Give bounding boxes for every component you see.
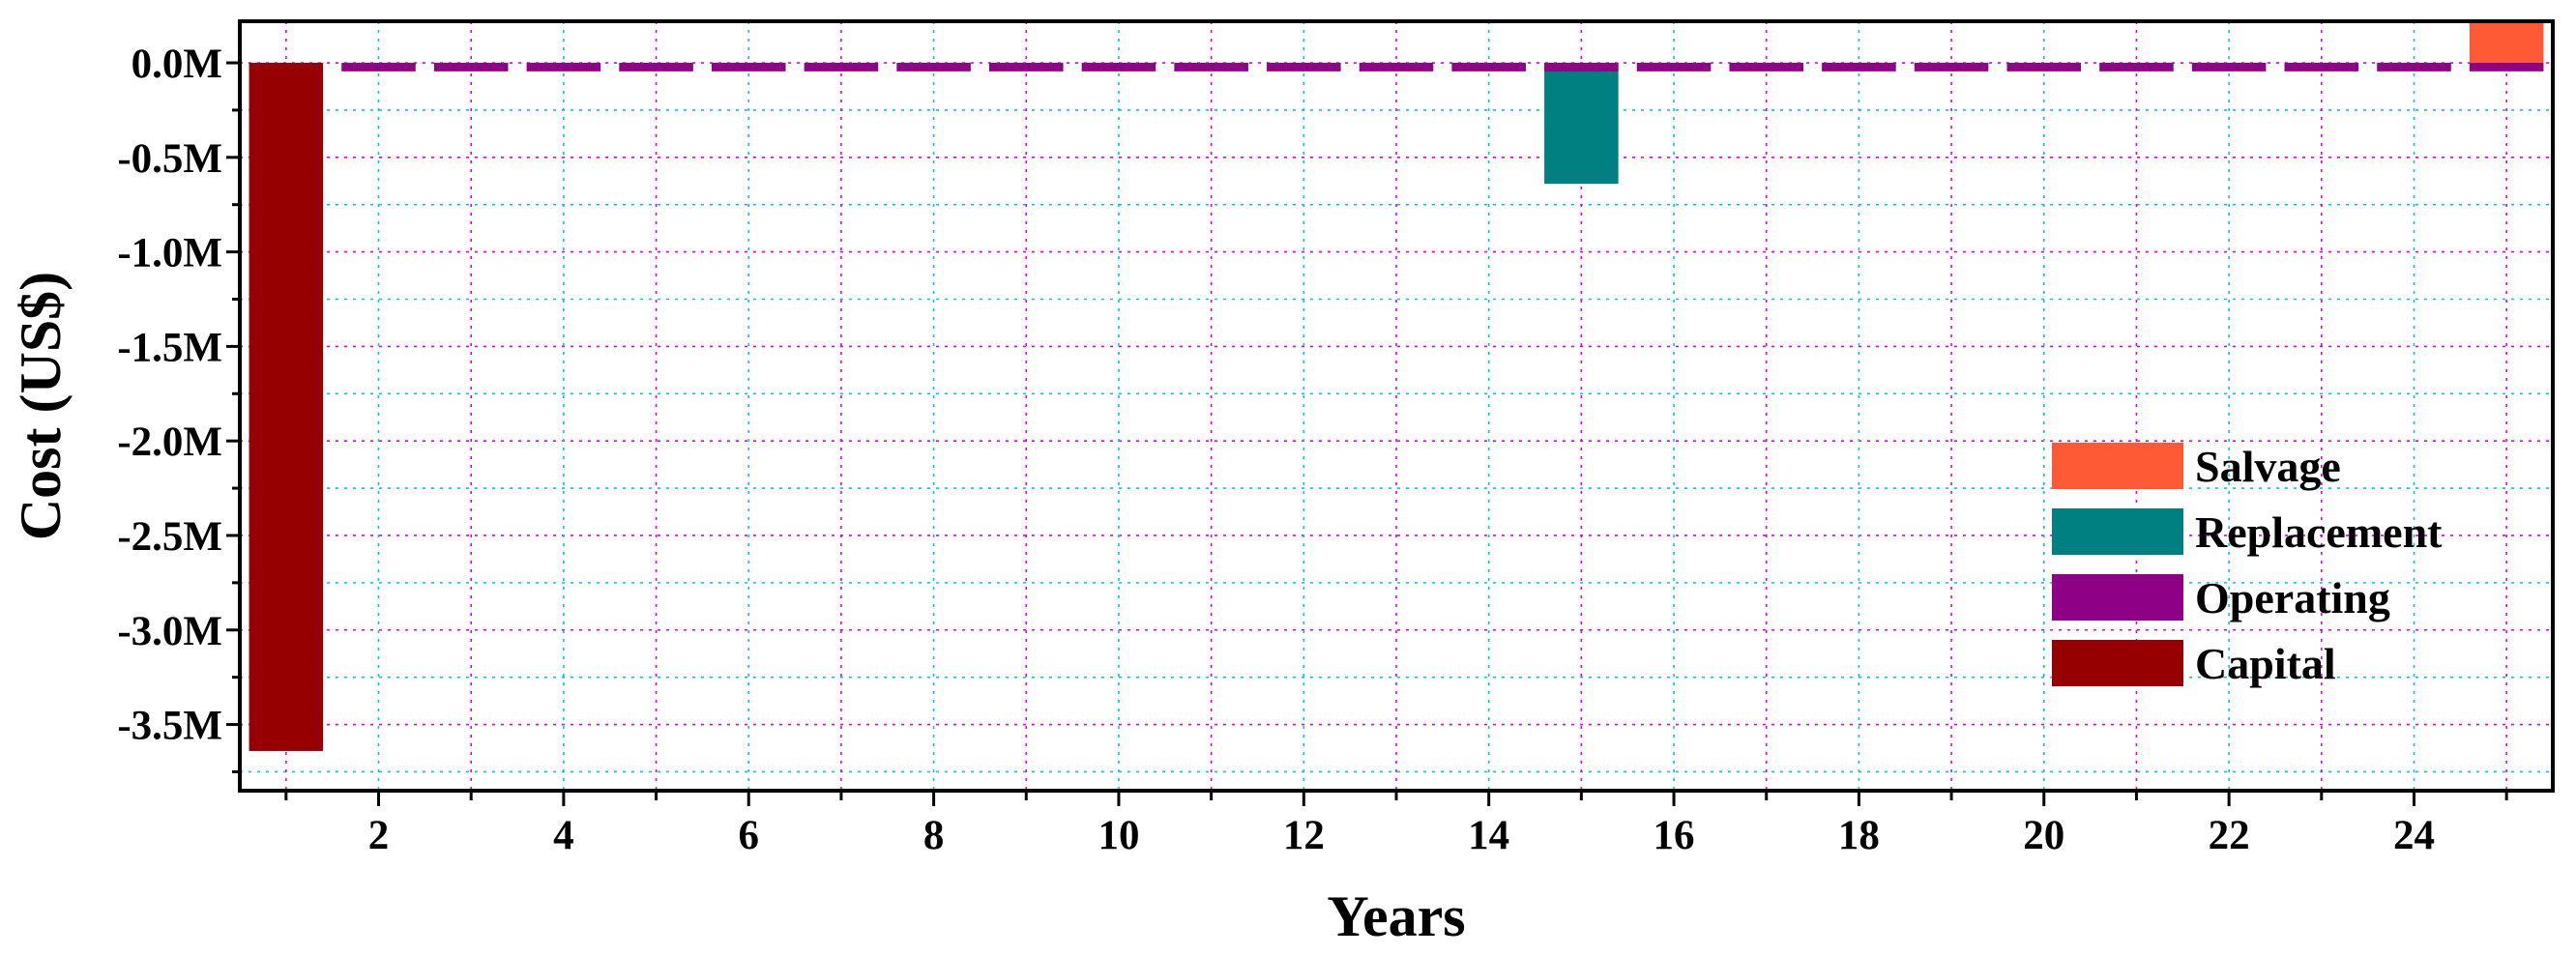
bar-operating [1544, 63, 1619, 72]
y-tick-label: -0.5M [117, 136, 222, 182]
x-tick-label: 12 [1283, 813, 1325, 858]
bar-operating [1174, 63, 1248, 72]
bar-operating [1359, 63, 1434, 72]
legend-swatch-replacement [2052, 508, 2183, 555]
x-tick-label: 20 [2023, 813, 2064, 858]
x-tick-label: 10 [1098, 813, 1139, 858]
y-tick-label: -2.0M [117, 420, 222, 465]
bar-operating [2099, 63, 2174, 72]
bar-operating [896, 63, 971, 72]
bar-operating [2284, 63, 2359, 72]
y-tick-label: -2.5M [117, 514, 222, 560]
bar-operating [2191, 63, 2267, 72]
x-tick-label: 6 [738, 813, 759, 858]
bar-operating [2006, 63, 2082, 72]
bar-operating [1636, 63, 1712, 72]
bar-operating [1729, 63, 1803, 72]
bar-operating [1914, 63, 1989, 72]
bar-operating [526, 63, 601, 72]
bar-operating [341, 63, 416, 72]
bar-operating [1081, 63, 1156, 72]
legend: Salvage Replacement Operating Capital [2052, 442, 2443, 688]
bar-operating [989, 63, 1064, 72]
bars [249, 22, 2544, 751]
bar-operating [711, 63, 786, 72]
legend-swatch-operating [2052, 574, 2183, 621]
legend-label-replacement: Replacement [2195, 507, 2443, 557]
y-tick-label: -1.0M [117, 231, 222, 276]
x-tick-label: 4 [553, 813, 574, 858]
x-tick-label: 8 [923, 813, 945, 858]
y-tick-label: -1.5M [117, 325, 222, 370]
bar-operating [1451, 63, 1526, 72]
x-tick-label: 16 [1654, 813, 1695, 858]
legend-label-operating: Operating [2195, 573, 2390, 622]
bar-operating [619, 63, 693, 72]
legend-label-salvage: Salvage [2195, 442, 2341, 491]
y-tick-label: 0.0M [132, 42, 222, 87]
bar-operating [2377, 63, 2451, 72]
x-tick-label: 24 [2393, 813, 2435, 858]
x-tick-label: 2 [368, 813, 390, 858]
bar-operating [433, 63, 509, 72]
x-axis-title: Years [1327, 884, 1465, 948]
bar-operating [804, 63, 879, 72]
x-tick-label: 18 [1838, 813, 1880, 858]
x-tick-label: 22 [2209, 813, 2250, 858]
bar-operating [2469, 63, 2544, 72]
axes: 0.0M -0.5M -1.0M -1.5M -2.0M -2.5M -3.0M -3.5M 2… [117, 19, 2555, 858]
bar-operating [1822, 63, 1896, 72]
y-tick-label: -3.5M [117, 704, 222, 749]
x-tick-label: 14 [1468, 813, 1509, 858]
legend-swatch-salvage [2052, 443, 2183, 489]
bar-operating [1267, 63, 1341, 72]
bar-salvage [2469, 22, 2544, 64]
bar-capital [249, 63, 324, 751]
legend-swatch-capital [2052, 640, 2183, 686]
legend-label-capital: Capital [2195, 639, 2336, 688]
y-tick-label: -3.0M [117, 609, 222, 654]
bar-replacement [1544, 63, 1619, 185]
y-axis-title: Cost (US$) [9, 272, 73, 540]
